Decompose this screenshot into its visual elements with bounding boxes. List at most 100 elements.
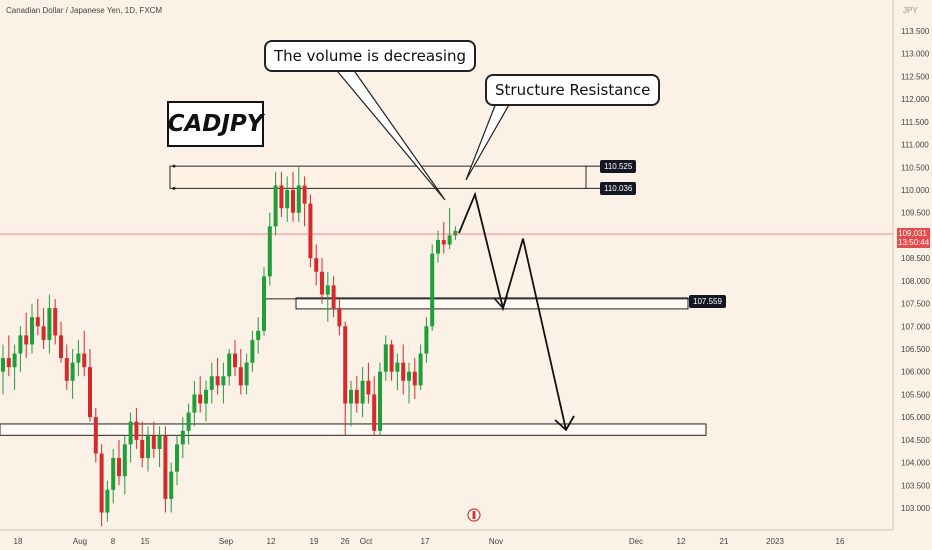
candle-body (267, 226, 272, 277)
countdown-value: 13:50:44 (898, 238, 930, 247)
candle-body (146, 435, 150, 459)
candle-body (441, 239, 446, 245)
candle-body (111, 458, 116, 490)
candle-body (262, 276, 266, 331)
candle-body (204, 389, 208, 404)
zone-handle[interactable] (172, 186, 176, 190)
x-tick-label: Nov (489, 537, 503, 546)
y-tick-label: 110.000 (901, 186, 930, 195)
callout-pointer (465, 102, 511, 181)
candle-body (24, 335, 29, 345)
x-tick-label: Dec (629, 537, 643, 546)
candle-body (18, 335, 23, 354)
candle-body (53, 308, 58, 336)
y-tick-label: 112.500 (901, 72, 930, 81)
candle-body (244, 362, 249, 386)
candle-body (192, 394, 197, 413)
x-tick-label: 12 (677, 537, 686, 546)
candle-body (227, 353, 232, 377)
y-axis[interactable]: 113.500 113.000 112.500 112.000 111.500 111.0… (892, 0, 930, 530)
candle-body (279, 185, 284, 209)
x-tick-label: 17 (421, 537, 430, 546)
x-tick-label: Aug (73, 537, 87, 546)
candle-body (88, 367, 92, 418)
candle-body (378, 371, 382, 431)
y-tick-label: 105.000 (901, 413, 930, 422)
y-tick-label: 107.500 (901, 300, 930, 309)
x-tick-label: 8 (111, 537, 116, 546)
x-tick-label: Oct (360, 537, 373, 546)
candle-body (198, 394, 203, 404)
y-tick-label: 103.000 (901, 504, 930, 513)
candle-body (163, 435, 168, 499)
x-tick-label: 12 (267, 537, 276, 546)
candle-body (93, 417, 98, 454)
candle-body (418, 353, 423, 386)
canada-flag-icon (472, 511, 476, 519)
y-tick-label: 113.000 (901, 50, 930, 59)
x-tick-label: 15 (141, 537, 150, 546)
candle-body (395, 362, 400, 372)
y-tick-label: 105.500 (901, 390, 930, 399)
candle-body (314, 258, 319, 272)
candle-body (186, 412, 191, 431)
candle-body (99, 453, 104, 513)
resistance-zone[interactable] (169, 165, 587, 189)
projected-arrowhead (493, 295, 508, 310)
candle-body (354, 389, 359, 404)
support-level-box[interactable] (295, 297, 689, 310)
projected-arrowhead (554, 415, 575, 432)
candle-body (41, 326, 46, 340)
candle-body (233, 353, 237, 368)
candle-body (122, 444, 127, 477)
resistance-note: Structure Resistance (485, 74, 661, 106)
candle-body (360, 380, 365, 404)
candle-body (407, 371, 411, 381)
candle-body (151, 435, 156, 449)
candle-body (256, 330, 261, 340)
candle-body (82, 353, 87, 368)
y-axis-unit: JPY (903, 6, 918, 15)
y-tick-label: 113.500 (901, 27, 930, 36)
candle-body (76, 353, 81, 363)
candles-layer (1, 167, 458, 527)
candle-body (372, 394, 377, 431)
volume-note: The volume is decreasing (264, 40, 477, 72)
candle-body (117, 458, 121, 477)
candle-body (140, 439, 145, 459)
candle-body (296, 185, 301, 213)
projected-path[interactable] (458, 191, 567, 431)
candle-body (453, 230, 458, 236)
candle-body (308, 203, 313, 259)
candle-body (401, 362, 406, 381)
candle-body (436, 239, 440, 254)
support-zone[interactable] (0, 423, 707, 436)
y-tick-label: 106.000 (901, 368, 930, 377)
zone-top-price-tag: 110.525 (600, 160, 637, 173)
candle-body (47, 308, 52, 340)
zone-bottom-price-tag: 110.036 (600, 182, 637, 195)
candle-body (285, 190, 290, 209)
candle-body (1, 358, 5, 372)
candle-body (180, 430, 185, 445)
candle-body (70, 362, 75, 381)
y-tick-label: 103.500 (901, 481, 930, 490)
y-tick-label: 108.500 (901, 254, 930, 263)
zone-handle[interactable] (172, 164, 176, 168)
candle-body (209, 376, 214, 390)
candle-body (325, 285, 330, 295)
candle-body (169, 471, 174, 499)
candle-body (331, 285, 336, 309)
x-tick-label: 19 (310, 537, 319, 546)
candle-body (64, 358, 69, 381)
candle-body (447, 235, 452, 245)
candle-body (157, 435, 162, 449)
candle-body (430, 253, 435, 327)
candle-body (175, 444, 179, 472)
candle-body (343, 326, 348, 404)
candle-body (105, 489, 110, 513)
candle-body (250, 339, 255, 363)
x-axis[interactable]: 18 Aug 8 15 Sep 12 19 26 Oct 17 Nov Dec 12 21 2023 16 (0, 529, 893, 546)
candle-body (383, 344, 388, 372)
